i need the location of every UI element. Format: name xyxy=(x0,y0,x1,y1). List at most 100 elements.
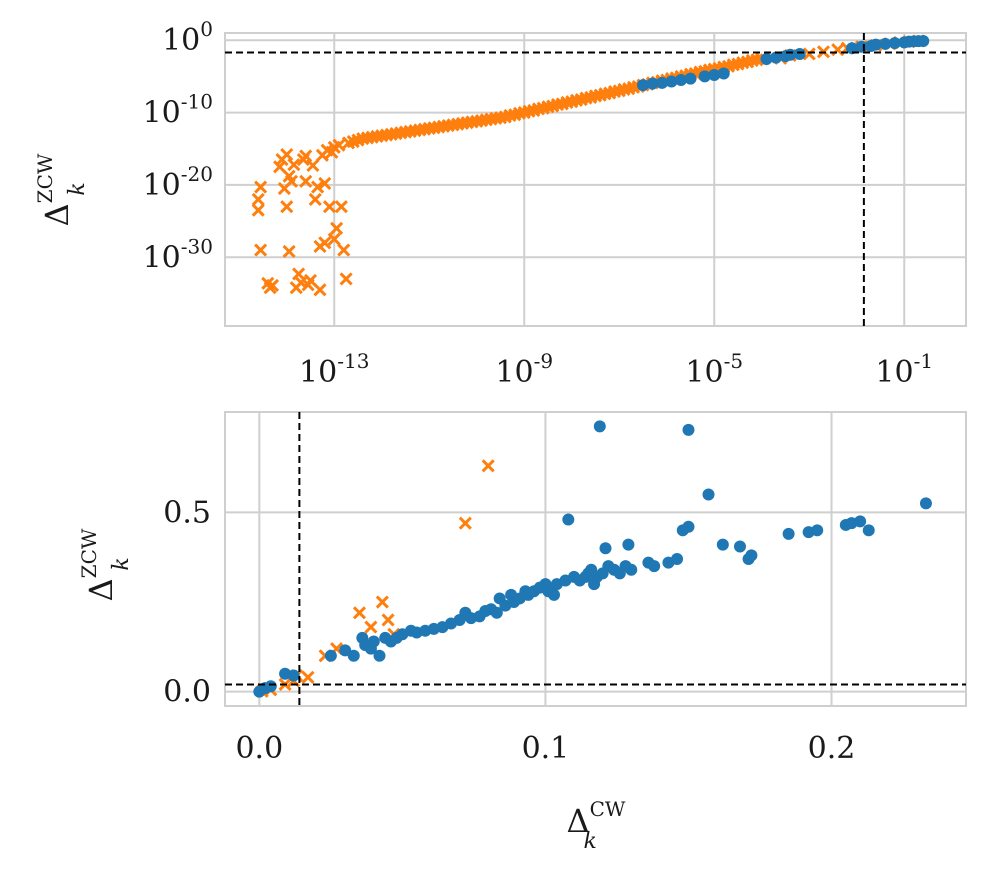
orange-x-point xyxy=(458,516,472,530)
blue-dot-point xyxy=(888,37,901,50)
blue-dot-point xyxy=(702,488,715,501)
orange-x-point xyxy=(313,283,327,297)
x-tick-label: 10-5 xyxy=(685,349,743,390)
orange-x-point xyxy=(308,192,322,206)
x-tick-label: 0.2 xyxy=(808,731,856,766)
y-tick-label: 100 xyxy=(162,17,213,58)
blue-dot-point xyxy=(339,644,352,657)
orange-x-point xyxy=(282,244,296,259)
orange-x-point xyxy=(327,232,341,246)
blue-dot-point xyxy=(854,515,867,528)
x-tick-label: 0.0 xyxy=(235,731,283,766)
orange-x-point xyxy=(301,670,315,684)
x-tick-label: 10-13 xyxy=(299,349,369,390)
orange-x-point xyxy=(280,200,294,214)
blue-dot-point xyxy=(917,34,930,47)
orange-x-point xyxy=(292,267,306,281)
orange-x-point xyxy=(287,158,301,172)
plot-frame xyxy=(224,411,967,707)
blue-dot-point xyxy=(264,680,277,693)
blue-dot-point xyxy=(716,538,729,551)
blue-dot-point xyxy=(593,420,606,433)
orange-x-point xyxy=(334,200,348,214)
x-axis-label: ΔCW k xyxy=(567,797,626,854)
y-tick-label: 0.0 xyxy=(163,675,211,710)
plot-frame xyxy=(224,32,967,327)
x-tick-label: 10-9 xyxy=(495,349,553,390)
y-tick-label: 10-30 xyxy=(143,234,213,275)
blue-dot-point xyxy=(869,38,882,51)
orange-x-point xyxy=(254,243,268,257)
blue-dot-point xyxy=(717,67,730,80)
y-axis-label: ΔZCW k xyxy=(77,528,134,601)
blue-dot-point xyxy=(879,37,892,50)
orange-x-point xyxy=(306,158,320,172)
orange-x-point xyxy=(375,595,389,609)
blue-dot-point xyxy=(637,79,649,92)
y-axis-label: ΔZCW k xyxy=(33,153,90,226)
orange-x-point xyxy=(303,273,318,287)
blue-dot-point xyxy=(770,51,782,64)
orange-x-point xyxy=(337,243,351,257)
blue-dot-point xyxy=(671,553,684,565)
x-tick-label: 0.1 xyxy=(522,731,570,766)
blue-dot-point xyxy=(684,72,697,85)
orange-x-point xyxy=(322,200,337,214)
y-tick-label: 10-20 xyxy=(143,162,213,203)
blue-dot-point xyxy=(665,75,678,88)
blue-dot-point xyxy=(373,649,386,662)
blue-dot-point xyxy=(562,513,575,526)
blue-dot-point xyxy=(682,520,695,533)
orange-x-point xyxy=(381,613,395,627)
blue-dot-point xyxy=(625,563,638,576)
blue-dot-point xyxy=(490,606,503,619)
orange-x-point xyxy=(364,620,378,634)
blue-dot-point xyxy=(919,497,932,510)
blue-dot-point xyxy=(324,649,337,662)
orange-x-point xyxy=(352,606,367,620)
blue-dot-point xyxy=(708,68,721,81)
orange-x-point xyxy=(299,174,313,188)
orange-x-point xyxy=(273,160,287,174)
blue-dot-point xyxy=(646,77,659,90)
blue-dot-point xyxy=(347,649,360,662)
orange-x-point xyxy=(330,221,344,235)
orange-x-point xyxy=(318,236,332,250)
x-tick-label: 10-1 xyxy=(875,349,933,390)
blue-dot-point xyxy=(733,540,746,553)
blue-dot-point xyxy=(367,635,380,648)
blue-dot-point xyxy=(548,588,561,601)
orange-x-point xyxy=(339,272,353,286)
blue-dot-point xyxy=(698,70,711,83)
orange-x-point xyxy=(251,192,265,206)
orange-x-point xyxy=(251,203,265,217)
orange-x-point xyxy=(299,149,313,163)
orange-x-point xyxy=(280,147,294,162)
blue-dot-point xyxy=(793,47,806,60)
top-panel: 10-13 10-9 10-5 10-1 100 10-10 10-20 10-30 ΔZCW k xyxy=(33,17,967,390)
y-tick-label: 0.5 xyxy=(163,495,211,530)
blue-dot-point xyxy=(287,669,300,682)
blue-dot-point xyxy=(846,42,858,55)
blue-dot-point xyxy=(682,423,695,436)
blue-dot-point xyxy=(782,527,795,540)
blue-dot-point xyxy=(675,74,687,87)
orange-x-point xyxy=(254,180,268,194)
blue-dot-point xyxy=(811,524,824,537)
y-tick-label: 10-10 xyxy=(143,90,213,131)
blue-dot-point xyxy=(760,53,773,66)
orange-x-point xyxy=(332,138,346,152)
orange-x-point xyxy=(802,47,816,61)
orange-x-point xyxy=(265,278,280,293)
blue-dot-point xyxy=(648,560,661,573)
blue-dot-point xyxy=(622,538,635,551)
blue-dot-point xyxy=(599,542,612,555)
orange-x-point xyxy=(481,459,495,473)
orange-x-point xyxy=(284,174,299,188)
blue-dot-point xyxy=(656,76,668,89)
blue-dot-point xyxy=(745,549,758,562)
orange-x-point xyxy=(318,176,332,191)
orange-x-point xyxy=(311,180,325,194)
blue-dot-point xyxy=(862,524,875,537)
